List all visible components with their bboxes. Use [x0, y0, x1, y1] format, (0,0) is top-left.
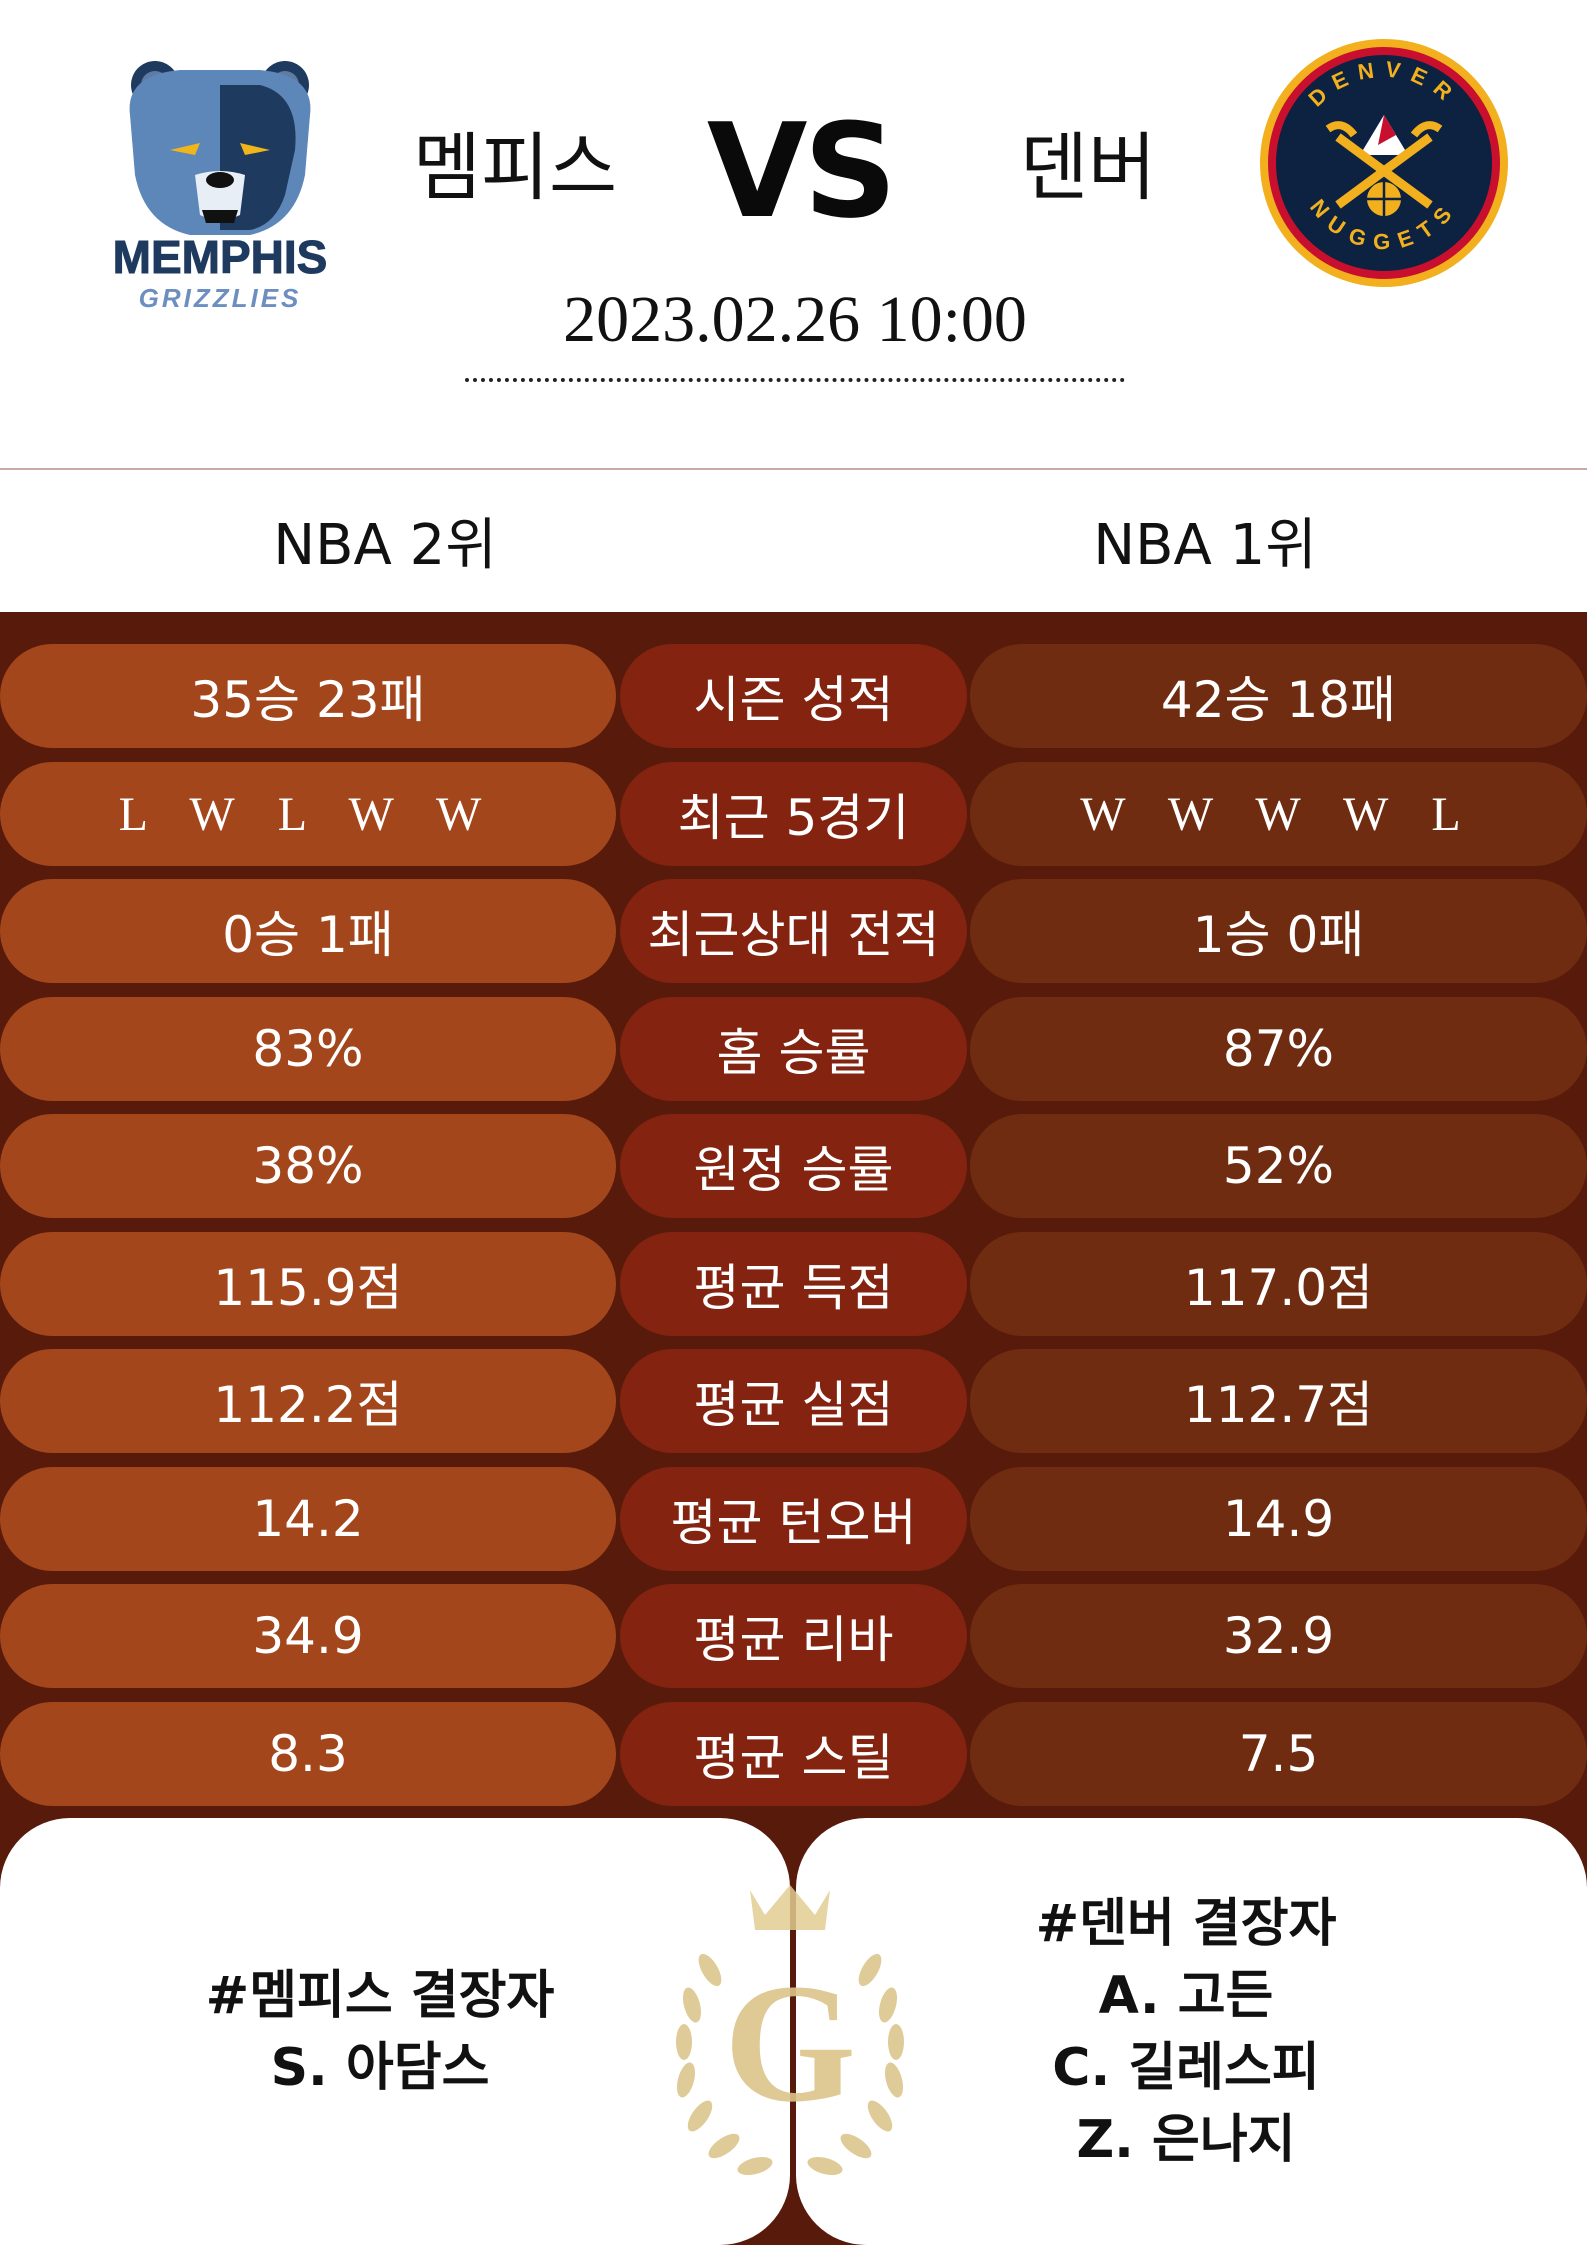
home-absences-list: #멤피스 결장자 S. 아담스: [130, 1960, 630, 2104]
home-avg-allowed: 112.2점: [0, 1349, 616, 1453]
home-head-to-head: 0승 1패: [0, 879, 616, 983]
match-header: MEMPHIS GRIZZLIES 멤피스 VS 덴버 DENVER NUGGE…: [0, 0, 1587, 470]
emblem-letter: G: [724, 1949, 856, 2137]
home-home-win-rate: 83%: [0, 997, 616, 1101]
away-team-name: 덴버: [1019, 125, 1157, 211]
home-last-5: L W L W W: [0, 762, 616, 866]
stat-label-avg-turnovers: 평균 턴오버: [620, 1467, 967, 1571]
away-avg-points: 117.0점: [970, 1232, 1587, 1336]
match-datetime: 2023.02.26 10:00: [563, 283, 1027, 356]
denver-nuggets-logo: DENVER NUGGETS: [1258, 37, 1510, 289]
away-season-record: 42승 18패: [970, 644, 1587, 748]
away-team-rank: NBA 1위: [1093, 513, 1317, 578]
memphis-logo-wordmark: MEMPHIS: [113, 231, 328, 283]
home-absent-player: S. 아담스: [270, 2038, 490, 2098]
stat-label-head-to-head: 최근상대 전적: [620, 879, 967, 983]
stat-label-avg-allowed: 평균 실점: [620, 1349, 967, 1453]
stat-label-away-win-rate: 원정 승률: [620, 1114, 967, 1218]
home-away-win-rate: 38%: [0, 1114, 616, 1218]
stat-label-avg-rebounds: 평균 리바: [620, 1584, 967, 1688]
stat-row-last-5: L W L W W 최근 5경기 W W W W L: [0, 762, 1587, 866]
stat-row-avg-allowed: 112.2점 평균 실점 112.7점: [0, 1349, 1587, 1453]
stat-row-avg-points: 115.9점 평균 득점 117.0점: [0, 1232, 1587, 1336]
stat-label-avg-points: 평균 득점: [620, 1232, 967, 1336]
away-home-win-rate: 87%: [970, 997, 1587, 1101]
memphis-logo-subtext: GRIZZLIES: [139, 283, 302, 313]
home-avg-turnovers: 14.2: [0, 1467, 616, 1571]
stat-row-season-record: 35승 23패 시즌 성적 42승 18패: [0, 644, 1587, 748]
home-team-rank: NBA 2위: [273, 513, 497, 578]
away-away-win-rate: 52%: [970, 1114, 1587, 1218]
away-absences-list: #덴버 결장자 A. 고든 C. 길레스피 Z. 은나지: [936, 1888, 1436, 2176]
away-avg-steals: 7.5: [970, 1702, 1587, 1806]
stat-label-avg-steals: 평균 스틸: [620, 1702, 967, 1806]
away-absent-player: C. 길레스피: [1052, 2038, 1320, 2098]
absences-panel: #멤피스 결장자 S. 아담스 #덴버 결장자 A. 고든 C. 길레스피 Z.…: [0, 1818, 1587, 2245]
home-team-name: 멤피스: [412, 125, 618, 211]
away-last-5: W W W W L: [970, 762, 1587, 866]
header-divider: [0, 468, 1587, 470]
versus-label: VS: [706, 95, 897, 247]
stat-row-away-win-rate: 38% 원정 승률 52%: [0, 1114, 1587, 1218]
home-absences-title: #멤피스 결장자: [205, 1966, 555, 2026]
home-avg-points: 115.9점: [0, 1232, 616, 1336]
date-underline: [465, 378, 1125, 382]
crown-laurel-emblem: G: [640, 1870, 940, 2200]
home-season-record: 35승 23패: [0, 644, 616, 748]
away-avg-turnovers: 14.9: [970, 1467, 1587, 1571]
away-avg-rebounds: 32.9: [970, 1584, 1587, 1688]
stat-label-home-win-rate: 홈 승률: [620, 997, 967, 1101]
stat-row-avg-rebounds: 34.9 평균 리바 32.9: [0, 1584, 1587, 1688]
stats-comparison-panel: 35승 23패 시즌 성적 42승 18패 L W L W W 최근 5경기 W…: [0, 612, 1587, 1830]
away-head-to-head: 1승 0패: [970, 879, 1587, 983]
stat-label-season-record: 시즌 성적: [620, 644, 967, 748]
away-absent-player: Z. 은나지: [1076, 2110, 1296, 2170]
away-absences-card: #덴버 결장자 A. 고든 C. 길레스피 Z. 은나지: [796, 1818, 1587, 2245]
stat-row-home-win-rate: 83% 홈 승률 87%: [0, 997, 1587, 1101]
stat-row-avg-steals: 8.3 평균 스틸 7.5: [0, 1702, 1587, 1806]
away-absent-player: A. 고든: [1098, 1966, 1274, 2026]
home-avg-rebounds: 34.9: [0, 1584, 616, 1688]
home-absences-card: #멤피스 결장자 S. 아담스: [0, 1818, 790, 2245]
stat-label-last-5: 최근 5경기: [620, 762, 967, 866]
stat-row-head-to-head: 0승 1패 최근상대 전적 1승 0패: [0, 879, 1587, 983]
memphis-grizzlies-logo: MEMPHIS GRIZZLIES: [110, 55, 330, 315]
stat-row-avg-turnovers: 14.2 평균 턴오버 14.9: [0, 1467, 1587, 1571]
away-avg-allowed: 112.7점: [970, 1349, 1587, 1453]
away-absences-title: #덴버 결장자: [1035, 1894, 1337, 1954]
home-avg-steals: 8.3: [0, 1702, 616, 1806]
